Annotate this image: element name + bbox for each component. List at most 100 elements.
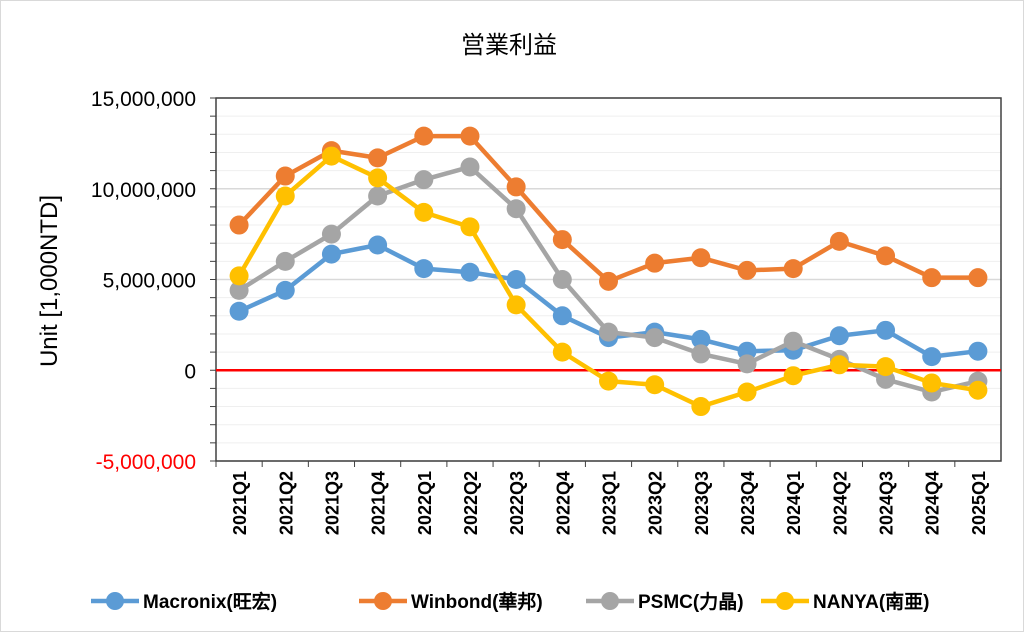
y-tick-label: 5,000,000 xyxy=(103,270,196,293)
data-point xyxy=(783,259,803,279)
data-point xyxy=(506,270,526,289)
legend-marker xyxy=(776,592,794,610)
legend-label: NANYA(南亜) xyxy=(813,591,929,613)
series-line xyxy=(237,133,978,284)
legend-entry: Winbond(華邦) xyxy=(359,590,543,613)
data-point xyxy=(506,199,526,219)
data-point xyxy=(414,202,434,222)
series-0 xyxy=(229,235,988,367)
x-tick-label: 2021Q1 xyxy=(230,471,250,535)
data-point xyxy=(691,344,711,364)
legend-entry: NANYA(南亜) xyxy=(761,591,929,613)
x-tick-label: 2024Q4 xyxy=(923,471,943,535)
x-tick-label: 2022Q1 xyxy=(415,471,435,535)
chart-title: 営業利益 xyxy=(461,32,557,59)
data-point xyxy=(414,259,434,279)
data-point xyxy=(229,301,249,321)
data-point xyxy=(368,148,388,168)
y-tick-label: 10,000,000 xyxy=(91,179,196,202)
data-point xyxy=(691,397,711,417)
data-point xyxy=(321,146,341,166)
data-point xyxy=(829,326,849,346)
data-point xyxy=(737,382,757,402)
data-point xyxy=(460,126,480,146)
x-tick-label: 2021Q3 xyxy=(322,471,342,535)
x-tick-label: 2024Q3 xyxy=(877,471,897,535)
data-point xyxy=(599,371,618,391)
data-point xyxy=(460,217,480,237)
data-point xyxy=(829,355,849,375)
data-point xyxy=(783,366,803,386)
x-tick-label: 2022Q2 xyxy=(461,471,481,535)
legend-label: PSMC(力晶) xyxy=(638,590,744,613)
data-point xyxy=(645,328,665,348)
data-point xyxy=(691,248,711,268)
data-point xyxy=(460,157,480,177)
data-point xyxy=(876,246,896,266)
data-point xyxy=(414,170,434,190)
legend-entry: PSMC(力晶) xyxy=(586,590,744,613)
data-point xyxy=(275,280,295,300)
legend-label: Winbond(華邦) xyxy=(411,590,543,613)
data-point xyxy=(737,354,757,374)
data-point xyxy=(876,320,896,340)
data-point xyxy=(968,341,988,361)
x-tick-label: 2023Q3 xyxy=(692,471,712,535)
data-point xyxy=(783,331,803,351)
y-axis-label: Unit [1,000NTD] xyxy=(36,195,63,367)
data-point xyxy=(368,186,388,206)
data-point xyxy=(968,268,988,288)
x-tick-label: 2021Q2 xyxy=(276,471,296,535)
data-point xyxy=(552,230,572,250)
data-point xyxy=(460,262,480,282)
data-point xyxy=(229,215,249,235)
data-point xyxy=(321,224,341,244)
data-point xyxy=(275,186,295,206)
data-point xyxy=(922,268,942,288)
legend-marker xyxy=(374,592,392,610)
data-point xyxy=(552,270,572,289)
data-point xyxy=(876,357,896,377)
data-point xyxy=(829,231,849,251)
x-tick-label: 2023Q4 xyxy=(738,471,758,535)
data-point xyxy=(737,260,757,280)
data-point xyxy=(506,295,526,315)
y-tick-label: -5,000,000 xyxy=(96,451,196,474)
x-tick-label: 2024Q2 xyxy=(830,471,850,535)
legend-marker xyxy=(601,592,619,610)
data-point xyxy=(599,322,618,342)
y-tick-label: 0 xyxy=(184,360,196,383)
data-point xyxy=(691,329,711,349)
series-3 xyxy=(229,146,988,417)
x-tick-label: 2021Q4 xyxy=(369,471,389,535)
x-tick-label: 2024Q1 xyxy=(784,471,804,535)
data-point xyxy=(368,168,388,188)
data-point xyxy=(275,166,295,186)
x-tick-label: 2022Q3 xyxy=(507,471,527,535)
data-point xyxy=(922,373,942,393)
data-point xyxy=(229,266,249,286)
legend-entry: Macronix(旺宏) xyxy=(91,590,277,613)
data-point xyxy=(552,342,572,362)
data-point xyxy=(645,253,665,273)
x-tick-label: 2025Q1 xyxy=(969,471,989,535)
data-point xyxy=(414,126,434,146)
series-1 xyxy=(229,126,988,291)
data-point xyxy=(368,235,388,255)
legend-label: Macronix(旺宏) xyxy=(143,590,277,613)
data-point xyxy=(968,380,988,400)
data-point xyxy=(321,244,341,264)
data-point xyxy=(275,251,295,271)
data-point xyxy=(645,375,665,395)
legend-marker xyxy=(106,592,124,610)
data-point xyxy=(599,271,618,291)
data-point xyxy=(229,280,249,300)
y-tick-label: 15,000,000 xyxy=(91,88,196,111)
x-tick-label: 2023Q1 xyxy=(600,471,620,535)
data-point xyxy=(552,306,572,326)
x-tick-label: 2022Q4 xyxy=(553,471,573,535)
x-tick-label: 2023Q2 xyxy=(646,471,666,535)
data-point xyxy=(506,177,526,197)
